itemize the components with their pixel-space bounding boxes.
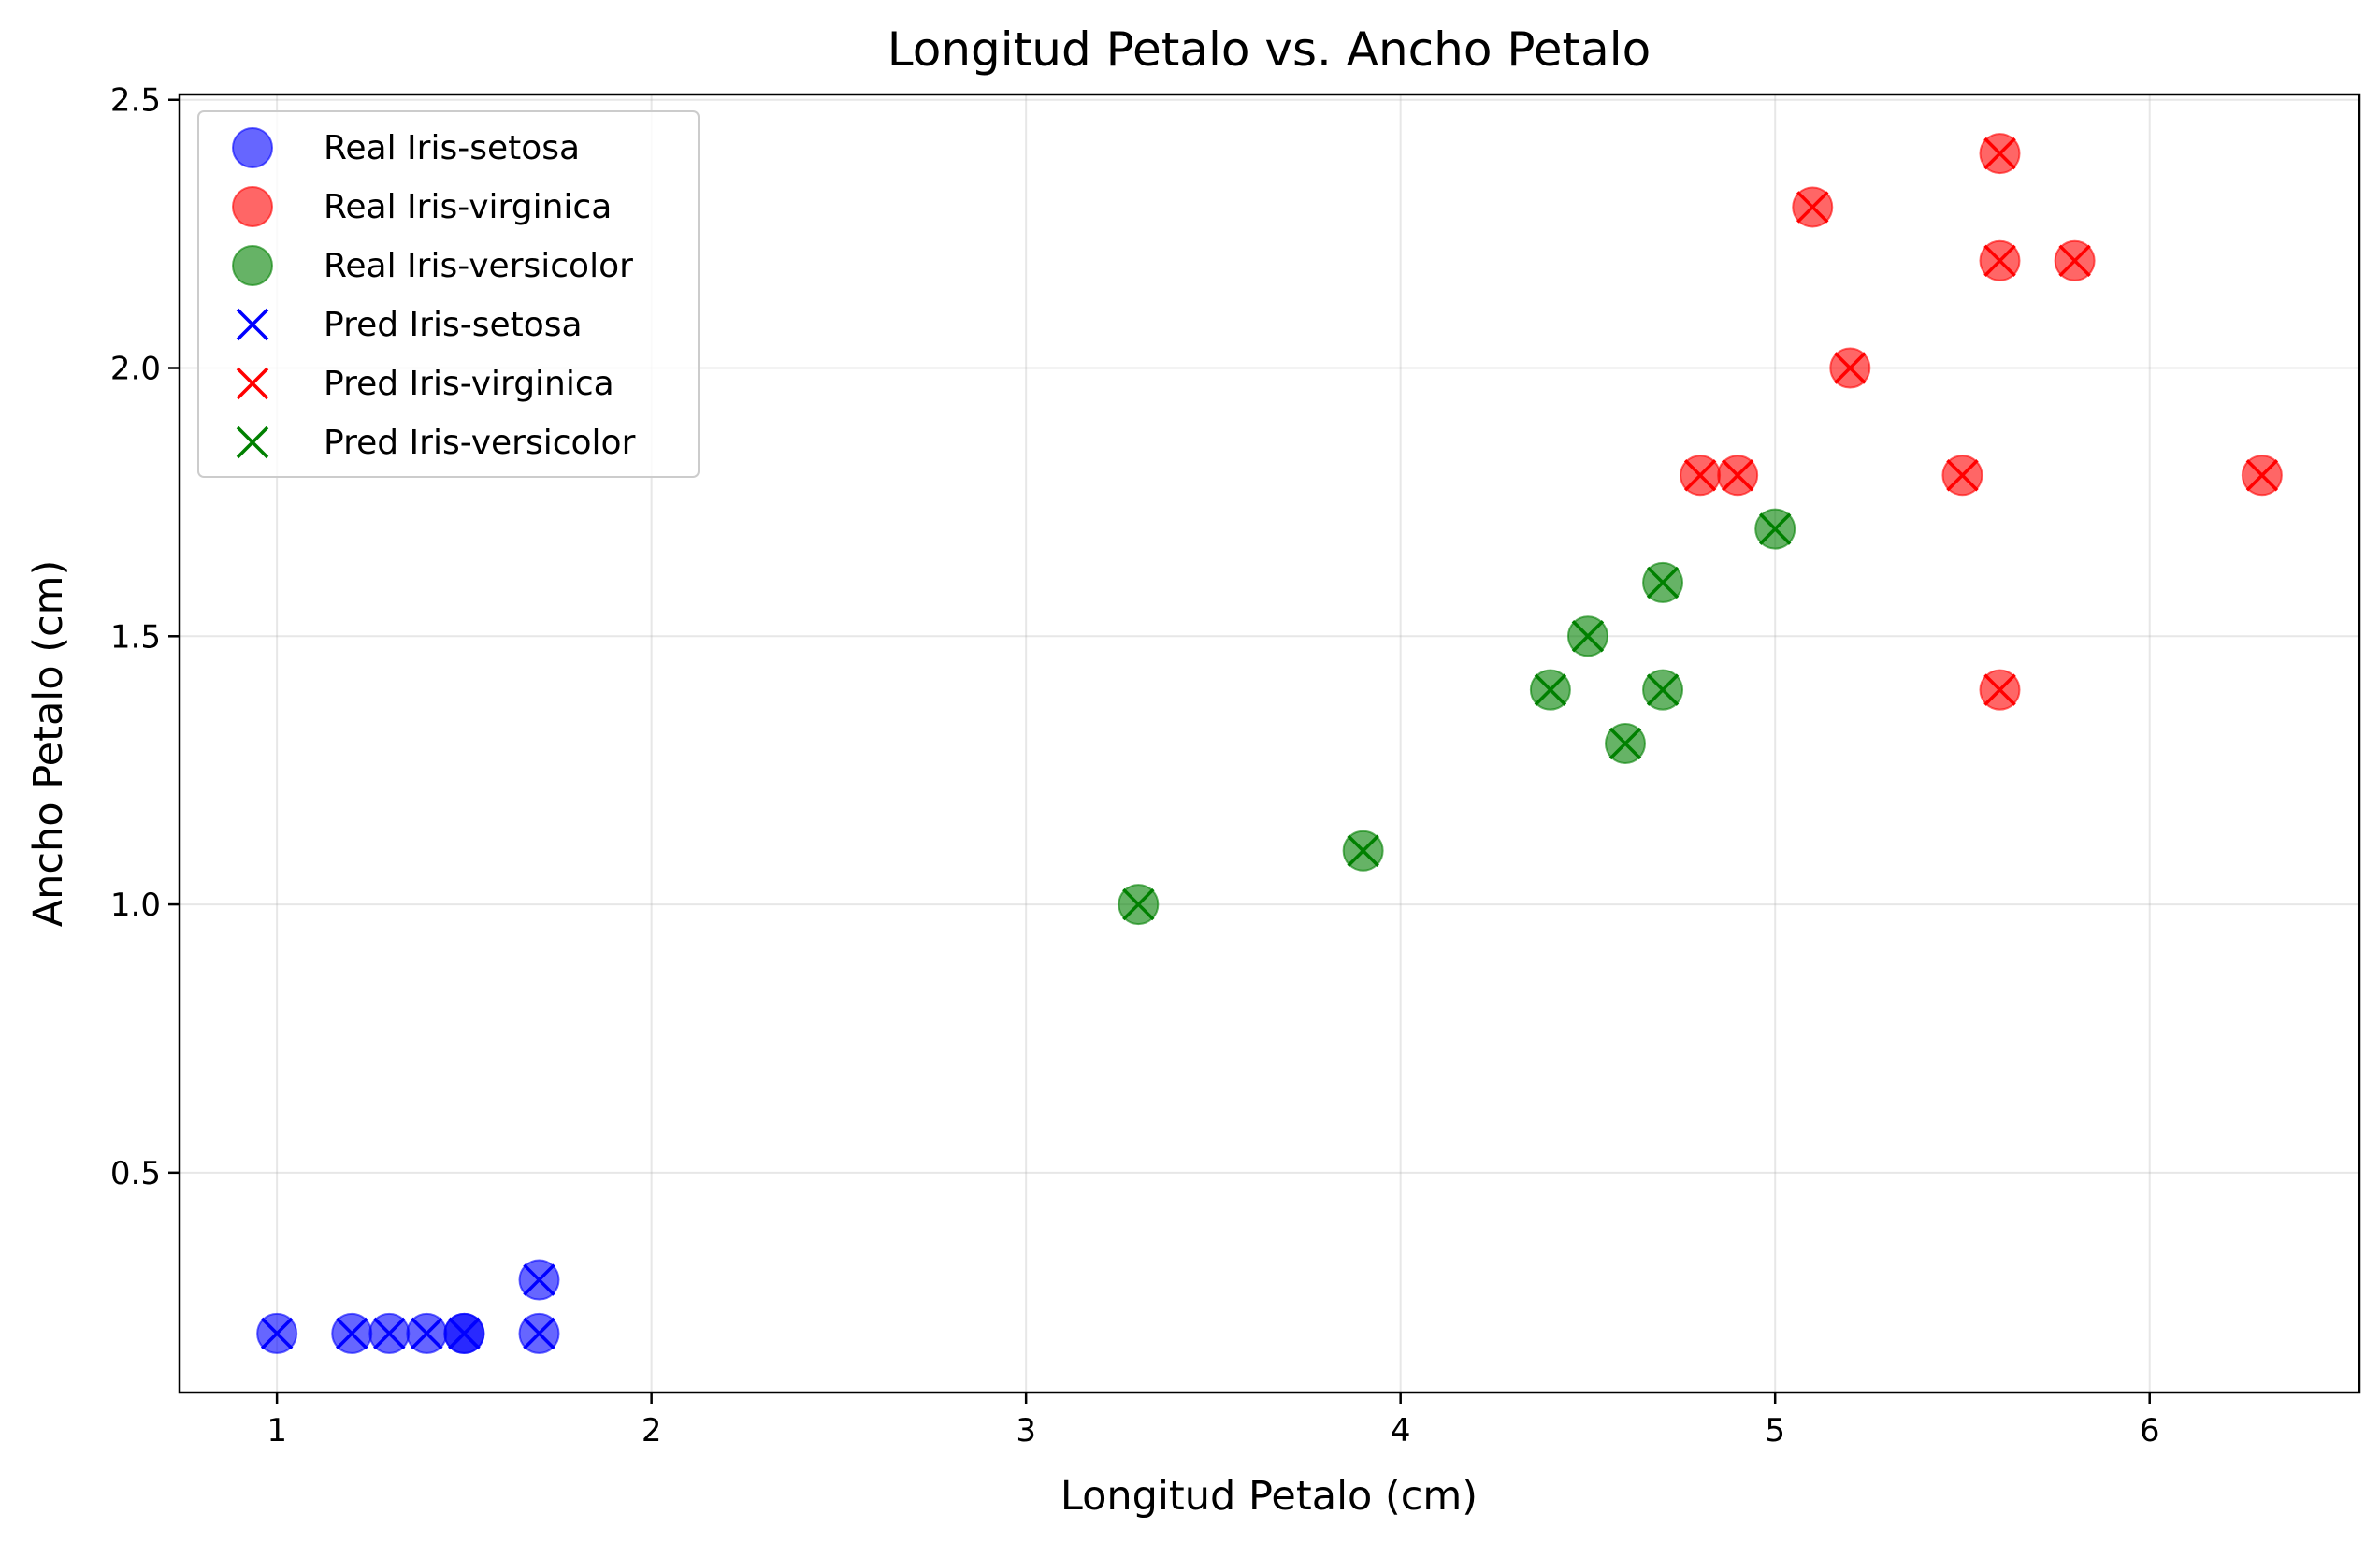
x-tick-label: 1 <box>267 1412 287 1450</box>
point-pred-iris-setosa <box>448 1317 481 1350</box>
legend-marker <box>236 426 269 459</box>
legend: Real Iris-setosa Real Iris-virginica Real … <box>197 110 700 478</box>
legend-label: Pred Iris-virginica <box>324 365 614 403</box>
point-pred-iris-virginica <box>1834 352 1867 384</box>
point-pred-iris-setosa <box>335 1317 368 1350</box>
point-pred-iris-versicolor <box>1534 673 1567 706</box>
grid <box>180 94 2359 1392</box>
x-tick-label: 2 <box>642 1412 662 1450</box>
series-pred-iris-virginica <box>1683 137 2279 706</box>
point-pred-iris-virginica <box>2245 458 2279 492</box>
point-pred-iris-versicolor <box>1571 620 1605 653</box>
plot-frame <box>178 93 2361 1394</box>
y-tick-label: 0.5 <box>110 1155 161 1192</box>
point-pred-iris-virginica <box>1683 458 1717 492</box>
legend-marker <box>232 186 273 227</box>
point-pred-iris-virginica <box>1721 458 1754 492</box>
legend-marker <box>236 308 269 341</box>
point-pred-iris-virginica <box>1983 244 2016 278</box>
point-pred-iris-virginica <box>1983 673 2016 706</box>
y-tick-label: 1.5 <box>110 618 161 656</box>
point-pred-iris-versicolor <box>1758 512 1792 545</box>
chart-title: Longitud Petalo vs. Ancho Petalo <box>887 22 1651 77</box>
legend-box <box>197 110 700 478</box>
point-pred-iris-virginica <box>1796 191 1829 224</box>
legend-label: Pred Iris-versicolor <box>324 424 636 462</box>
y-tick-label: 2.0 <box>110 351 161 388</box>
point-pred-iris-versicolor <box>1646 566 1680 599</box>
legend-label: Pred Iris-setosa <box>324 306 583 344</box>
point-pred-iris-versicolor <box>1347 834 1379 867</box>
y-axis-label: Ancho Petalo (cm) <box>25 560 72 928</box>
legend-marker <box>236 367 269 400</box>
point-pred-iris-versicolor <box>1646 673 1680 706</box>
point-pred-iris-virginica <box>2058 244 2091 278</box>
x-axis-label: Longitud Petalo (cm) <box>1060 1473 1478 1520</box>
x-tick-label: 3 <box>1016 1412 1036 1450</box>
x-tick-label: 6 <box>2140 1412 2160 1450</box>
point-pred-iris-virginica <box>1946 458 1979 492</box>
series-pred-iris-setosa <box>260 1263 555 1350</box>
series-pred-iris-versicolor <box>1122 512 1792 921</box>
legend-marker <box>232 127 273 168</box>
axis-ticks: 1 2 3 4 5 6 0.5 1.0 1.5 2.0 2.5 <box>110 82 2160 1450</box>
point-pred-iris-setosa <box>411 1317 443 1350</box>
x-tick-label: 5 <box>1765 1412 1785 1450</box>
legend-label: Real Iris-versicolor <box>324 247 633 285</box>
y-tick-label: 2.5 <box>110 82 161 120</box>
y-tick-label: 1.0 <box>110 887 161 924</box>
point-pred-iris-setosa <box>523 1263 555 1296</box>
point-pred-iris-versicolor <box>1122 887 1155 921</box>
legend-label: Real Iris-virginica <box>324 188 612 226</box>
point-pred-iris-setosa <box>260 1317 294 1350</box>
data-points <box>256 133 2283 1354</box>
x-tick-label: 4 <box>1391 1412 1411 1450</box>
point-pred-iris-versicolor <box>1608 727 1642 760</box>
legend-label: Real Iris-setosa <box>324 129 580 167</box>
point-pred-iris-setosa <box>523 1317 555 1350</box>
point-pred-iris-setosa <box>373 1317 406 1350</box>
legend-marker <box>232 245 273 286</box>
point-pred-iris-virginica <box>1983 137 2016 170</box>
